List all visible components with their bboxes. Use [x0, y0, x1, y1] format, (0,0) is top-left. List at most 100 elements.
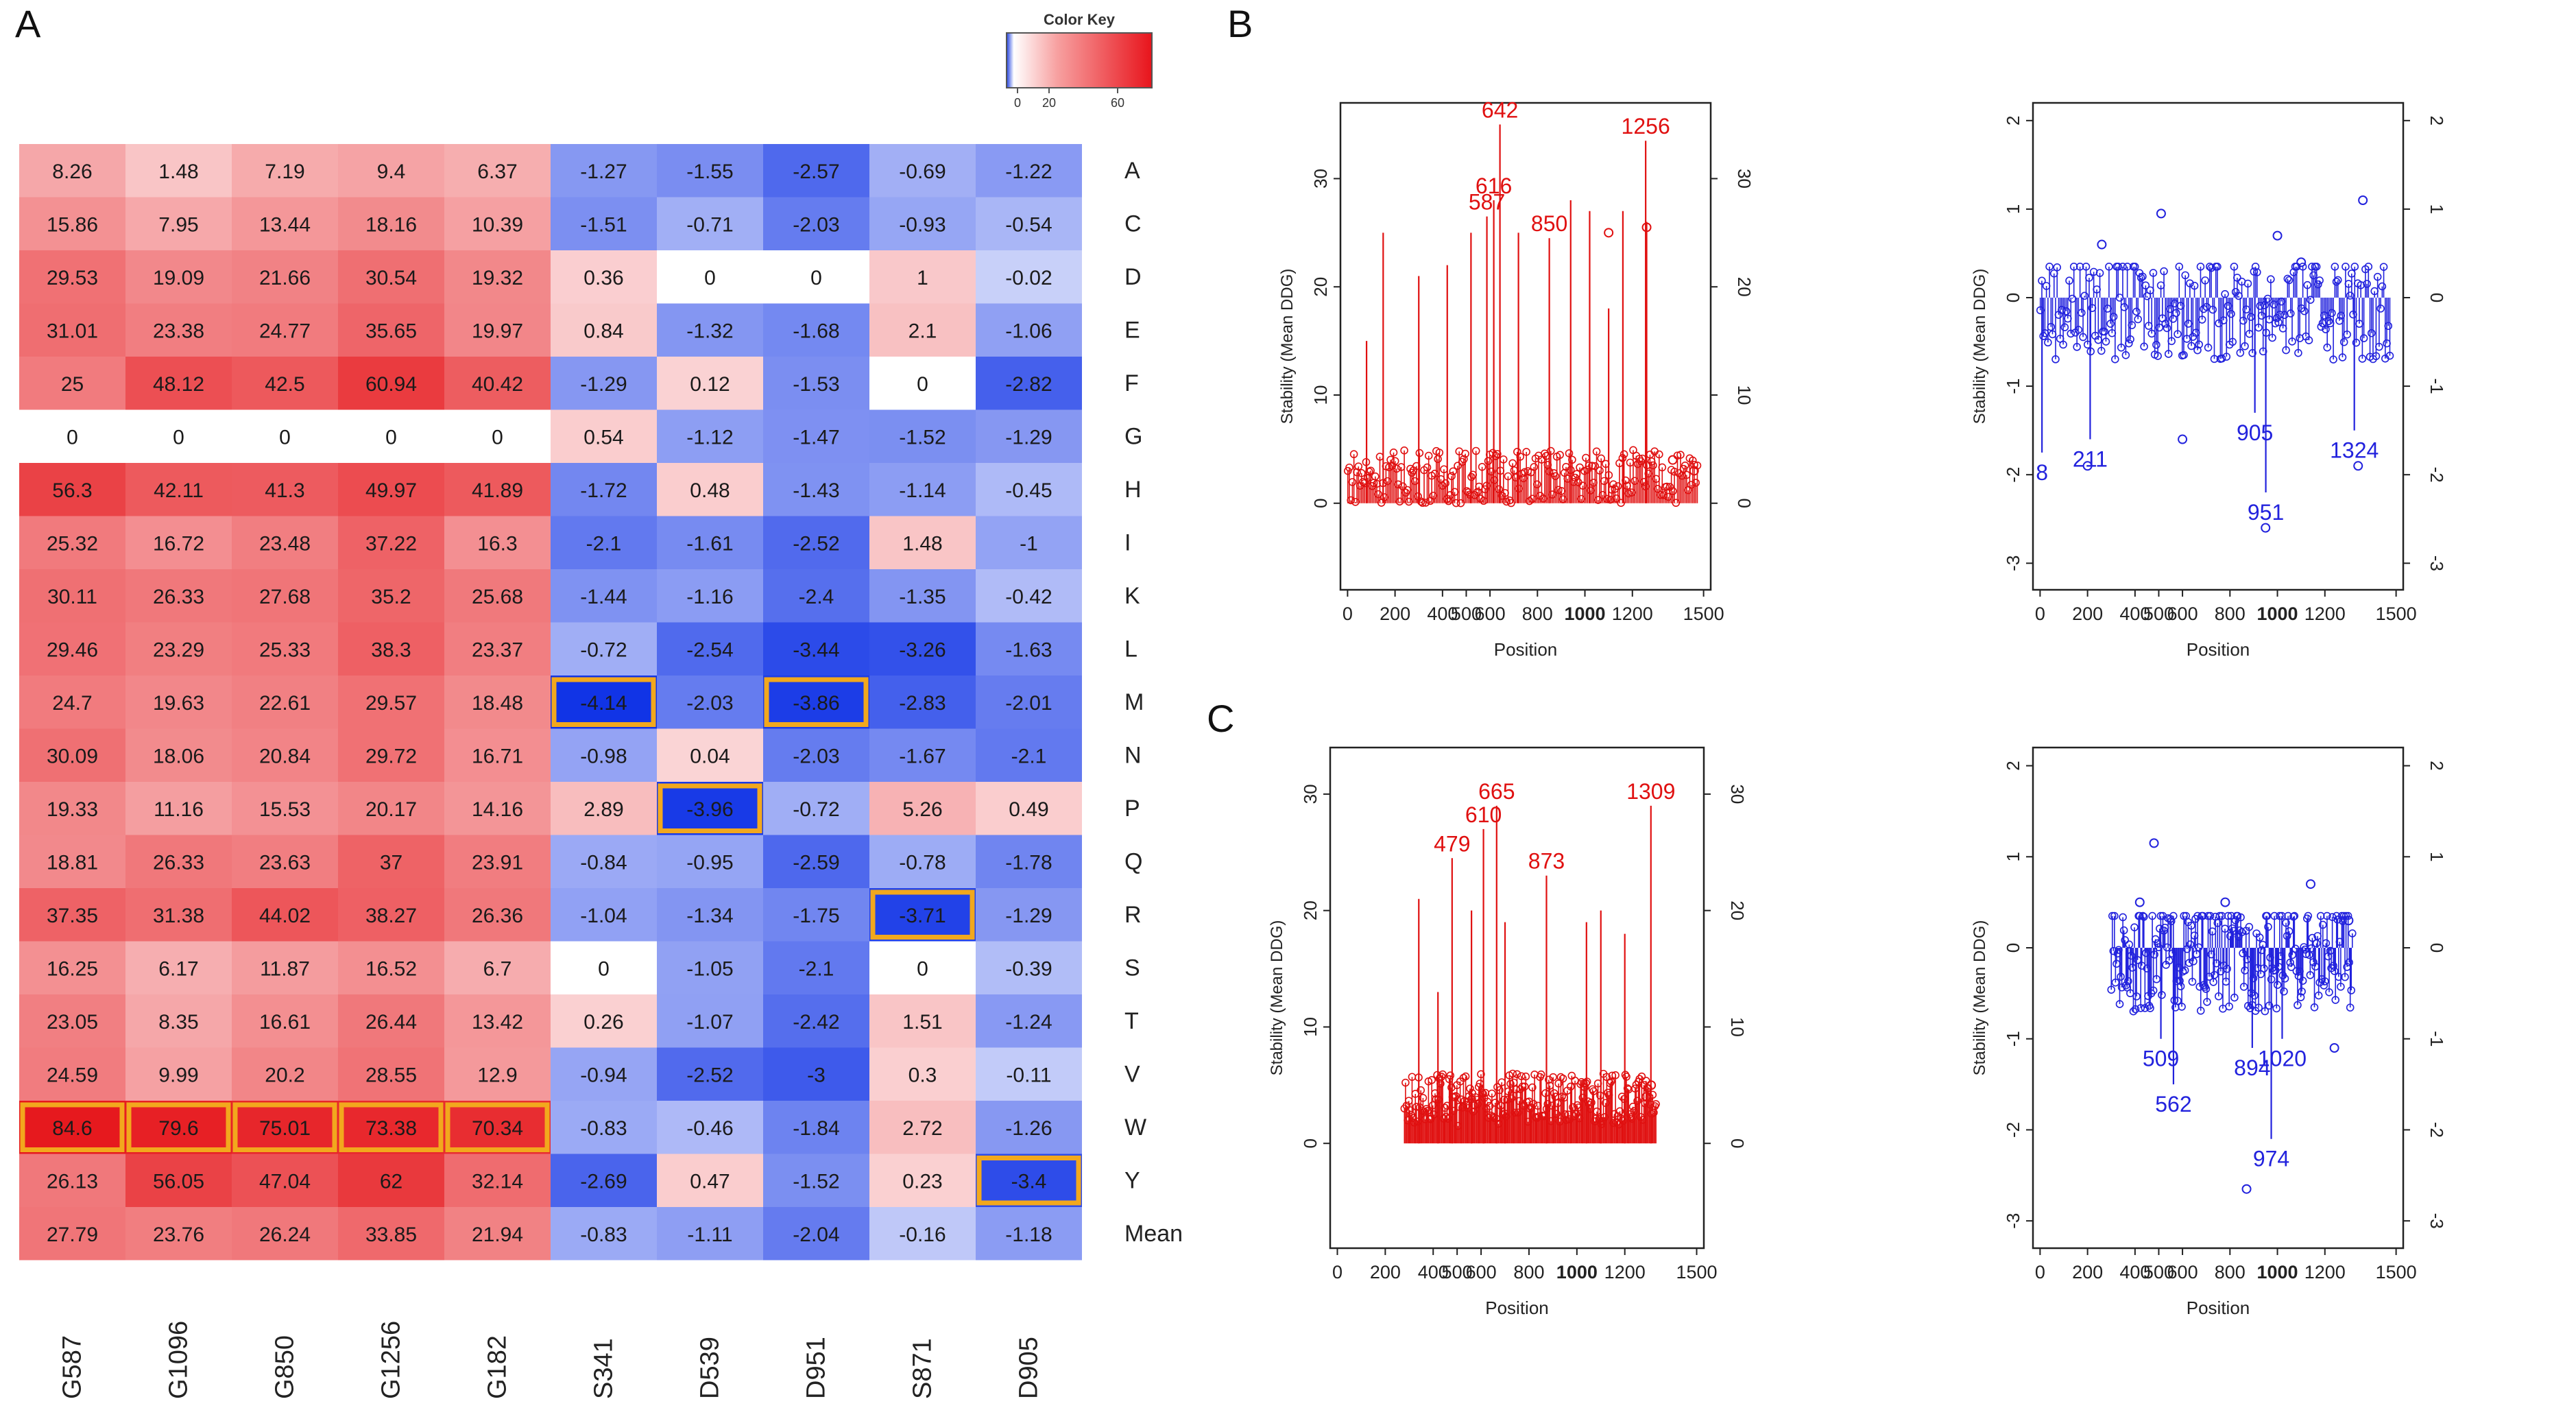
color-key: Color Key 0 20 60 — [1006, 11, 1153, 110]
heatmap-cell — [338, 303, 444, 357]
plot-frame — [1329, 746, 1705, 1250]
heatmap-cell — [19, 1154, 125, 1207]
data-point — [1417, 1086, 1425, 1095]
data-point — [1681, 461, 1689, 470]
right-y-tick-label: 0 — [1727, 1138, 1748, 1148]
heatmap-cell — [657, 357, 763, 410]
plot-frame — [1339, 102, 1712, 591]
data-point — [1348, 478, 1357, 486]
data-point — [1349, 450, 1358, 459]
data-point — [2114, 263, 2123, 271]
heatmap-cell-value: 29.57 — [365, 692, 417, 715]
heatmap-cell — [763, 835, 869, 888]
heatmap-cell-value: 16.52 — [365, 957, 417, 980]
heatmap-cell-value: 6.37 — [477, 160, 517, 183]
heatmap-cell — [763, 1101, 869, 1154]
heatmap-cell — [232, 1047, 338, 1101]
heatmap-cell — [763, 1154, 869, 1207]
heatmap-cell-value: 29.53 — [47, 267, 98, 289]
right-y-tick-label: 0 — [1734, 499, 1755, 508]
data-point — [1521, 1072, 1530, 1081]
data-point — [2359, 334, 2368, 342]
data-point — [2352, 338, 2361, 347]
heatmap-cell — [338, 1154, 444, 1207]
heatmap-cell-value: -2.1 — [1011, 745, 1047, 767]
heatmap-cell — [976, 569, 1082, 623]
data-point — [2300, 307, 2309, 315]
heatmap-cell-value: 0.54 — [583, 426, 623, 449]
right-y-tick-label: 0 — [2427, 293, 2447, 302]
heatmap-cell-value: 15.53 — [259, 798, 311, 821]
peak-label: 905 — [2237, 420, 2273, 445]
heatmap-cell — [19, 888, 125, 942]
heatmap-cell — [338, 250, 444, 304]
heatmap-cell-value: 0 — [810, 267, 822, 289]
data-point — [1495, 485, 1503, 494]
heatmap-cell-value: -1.16 — [686, 586, 733, 608]
heatmap-cell — [551, 197, 657, 250]
x-tick-label: 500 — [1442, 1262, 1473, 1282]
data-point — [1439, 1070, 1447, 1079]
data-point — [2260, 964, 2268, 972]
heatmap-cell-value: 56.3 — [52, 479, 92, 502]
right-y-tick-label: -2 — [2427, 467, 2447, 483]
data-point — [2187, 921, 2195, 930]
y-tick-label: -1 — [2003, 379, 2023, 394]
heatmap-cell-value: 18.06 — [153, 745, 204, 767]
x-tick-label: 500 — [2143, 1262, 2174, 1282]
heatmap-cell-value: -0.54 — [1005, 213, 1052, 236]
heatmap-cell — [657, 888, 763, 942]
data-point — [1537, 1070, 1545, 1079]
data-point — [1558, 1074, 1567, 1083]
heatmap-cell-value: 1 — [917, 267, 928, 289]
y-tick-label: 0 — [2003, 293, 2023, 302]
data-point — [2080, 291, 2089, 300]
data-point — [2189, 957, 2198, 966]
heatmap-cell-value: -0.39 — [1005, 957, 1052, 980]
data-point — [2314, 991, 2323, 1000]
heatmap-cell — [551, 1207, 657, 1261]
x-tick-label: 1000 — [1564, 604, 1605, 624]
heatmap-cell — [657, 250, 763, 304]
heatmap-cell — [869, 409, 976, 463]
x-tick-label: 1500 — [2376, 604, 2417, 624]
data-point — [2073, 343, 2081, 351]
heatmap-cell-value: 6.7 — [483, 957, 512, 980]
y-axis-label: Stability (Mean DDG) — [1971, 920, 1989, 1076]
heatmap-cell-value: -1.52 — [899, 426, 946, 449]
heatmap-cell-value: 8.35 — [158, 1011, 198, 1034]
heatmap-cell — [125, 516, 232, 569]
data-point — [2350, 263, 2359, 271]
color-key-title: Color Key — [1044, 11, 1116, 28]
x-tick-label: 600 — [1475, 604, 1506, 624]
heatmap-cell-value: -1.18 — [1005, 1223, 1052, 1246]
data-point — [2134, 315, 2142, 324]
heatmap-cell-value: 0 — [598, 957, 610, 980]
data-point — [2339, 337, 2348, 346]
data-point — [2373, 272, 2382, 281]
y-tick-label: 30 — [1300, 784, 1321, 804]
data-point — [1583, 465, 1592, 474]
heatmap-cell — [19, 622, 125, 676]
heatmap-cell — [551, 144, 657, 198]
heatmap-cell — [125, 409, 232, 463]
heatmap-cell — [232, 994, 338, 1048]
x-tick-label: 0 — [1332, 1262, 1343, 1282]
heatmap-cell-value: 23.05 — [47, 1011, 98, 1034]
data-point — [2128, 321, 2136, 329]
heatmap-cell-value: -4.14 — [580, 692, 627, 715]
peak-label: 479 — [1434, 831, 1470, 856]
color-key-tick-label: 0 — [1014, 96, 1021, 110]
data-point — [1371, 472, 1380, 481]
heatmap-cell — [232, 888, 338, 942]
data-point — [1400, 446, 1408, 455]
heatmap-cell-value: -1.12 — [686, 426, 733, 449]
heatmap-cell-value: -0.94 — [580, 1064, 627, 1086]
heatmap-cell — [869, 728, 976, 782]
heatmap-cell — [444, 357, 551, 410]
data-point — [1419, 1094, 1428, 1102]
heatmap-cell — [657, 1154, 763, 1207]
